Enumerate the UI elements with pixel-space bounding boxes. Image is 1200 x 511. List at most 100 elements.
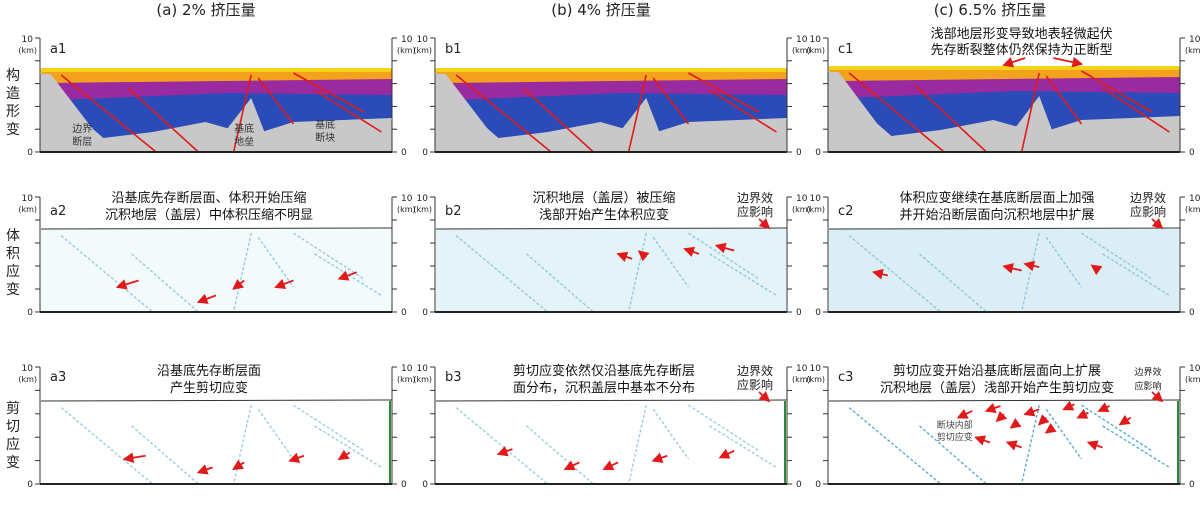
fault-line: [522, 87, 594, 153]
panel-a2: 10(km)010(km)0a2沿基底先存断层面、体积开始压缩沉积地层（盖层）中…: [18, 190, 415, 318]
horst-wedge: [208, 98, 273, 152]
fault-line: [60, 74, 157, 153]
purple-layer: [442, 78, 787, 100]
annotation-text: 并开始沿断层面向沉积地层中扩展: [899, 207, 1094, 223]
strain-field: [41, 229, 391, 312]
axis-unit-label: (km): [792, 375, 811, 384]
axis-top-label: 10: [796, 35, 808, 45]
block-wedge: [667, 120, 787, 152]
boundary-note: 应影响: [737, 204, 773, 219]
panel-c2: 10(km)010(km)0c2体积应变继续在基底断层面上加强并开始沿断层面向沉…: [806, 190, 1200, 318]
red-arrow: [956, 408, 973, 419]
strain-trace: [1102, 253, 1170, 296]
annotation-text: 沿基底先存断层面、体积开始压缩: [111, 190, 306, 206]
annotation-text: 沉积地层（盖层）被压缩: [532, 190, 675, 206]
axis-bottom-label: 0: [401, 308, 407, 318]
block-wedge: [1060, 118, 1180, 152]
axis-bottom-label: 0: [401, 480, 407, 490]
red-arrow: [288, 452, 305, 463]
row-label-char: 切: [6, 419, 20, 435]
red-arrow: [115, 279, 139, 290]
red-arrow: [274, 278, 294, 289]
boundary-note: 应影响: [1130, 204, 1166, 219]
axis-unit-label: (km): [397, 205, 416, 214]
fault-line: [1081, 70, 1153, 113]
red-arrow: [637, 250, 650, 262]
yellow-top-layer: [829, 66, 1179, 70]
annotation-text: 浅部地层形变导致地表轻微起伏: [931, 26, 1113, 42]
panels-group: 10(km)010(km)0a1边界断层基底地垒基底断块10(km)010(km…: [18, 26, 1200, 490]
surface-line: [435, 227, 788, 230]
axis-top-label: 10: [810, 194, 822, 204]
red-arrow: [1053, 56, 1084, 68]
strain-trace: [709, 253, 777, 296]
inner-label: 基底: [315, 118, 335, 131]
row-label-char: 剪: [6, 401, 20, 417]
surface-line: [828, 227, 1181, 230]
axis-bottom-label: 0: [796, 308, 802, 318]
axis-top-label: 10: [417, 364, 429, 374]
red-arrow: [718, 448, 735, 459]
axis-unit-label: (km): [18, 46, 37, 55]
strain-trace: [257, 236, 295, 288]
axis-unit-label: (km): [397, 375, 416, 384]
fault-line: [688, 72, 760, 113]
inner-label: 边界: [72, 123, 92, 135]
strain-trace: [1081, 404, 1153, 452]
panel-label: a2: [50, 204, 66, 219]
annotation-text: 沿基底先存断层面: [157, 363, 261, 379]
strain-trace: [1102, 425, 1170, 468]
red-arrow: [1151, 217, 1164, 230]
boundary-note: 应影响: [1134, 380, 1161, 392]
strain-trace: [232, 232, 252, 313]
strain-trace: [293, 232, 365, 280]
axis-top-label: 10: [1189, 35, 1200, 45]
strain-trace: [232, 404, 252, 485]
strain-trace: [688, 404, 760, 452]
row-label-char: 构: [6, 68, 20, 84]
boundary-wedge: [828, 72, 899, 152]
fault-line: [915, 85, 987, 153]
fault-line: [627, 74, 647, 153]
red-arrow: [1097, 402, 1110, 413]
row-label-volume: 体 积 应 变: [6, 228, 20, 298]
axis-unit-label: (km): [413, 205, 432, 214]
strain-trace: [314, 253, 382, 296]
axis-bottom-label: 0: [27, 480, 33, 490]
inner-note: 剪切应变: [937, 431, 973, 443]
inner-label: 地垒: [234, 135, 254, 148]
strain-trace: [1020, 404, 1040, 485]
panel-label: b2: [445, 204, 462, 219]
red-arrow: [1037, 414, 1050, 426]
fault-line: [293, 72, 365, 113]
annotation-text: 沉积地层（盖层）浅部开始产生剪切应变: [880, 380, 1114, 396]
axis-top-label: 10: [22, 194, 34, 204]
panel-b3: 10(km)010(km)0b3 剪切应变依然仅沿基底先存断层面分布，沉积盖层中基…: [413, 363, 810, 490]
annotation-text: 体积应变继续在基底断层面上加强: [899, 190, 1094, 206]
surface-line: [828, 399, 1181, 402]
purple-layer: [835, 76, 1180, 98]
axis-unit-label: (km): [792, 46, 811, 55]
red-arrow: [1118, 414, 1132, 426]
fault-line: [1045, 75, 1083, 125]
panel-label: c1: [838, 42, 853, 57]
strain-field: [436, 229, 786, 312]
red-arrow: [1023, 406, 1040, 417]
purple-layer: [47, 78, 392, 100]
panel-label: b1: [445, 42, 462, 57]
red-arrow: [232, 278, 245, 290]
red-arrow: [683, 246, 700, 258]
strain-trace: [652, 408, 690, 460]
red-arrow: [758, 390, 771, 403]
boundary-note: 边界效: [737, 190, 773, 205]
fault-line: [232, 74, 252, 153]
axis-top-label: 10: [810, 364, 822, 374]
axis-top-label: 10: [22, 364, 34, 374]
annotation-text: 产生剪切应变: [170, 380, 248, 396]
column-title-a: (a) 2% 挤压量: [156, 1, 255, 19]
axis-top-label: 10: [401, 364, 413, 374]
strain-trace: [314, 425, 382, 468]
strain-trace: [1045, 236, 1083, 288]
fault-line: [652, 77, 690, 125]
